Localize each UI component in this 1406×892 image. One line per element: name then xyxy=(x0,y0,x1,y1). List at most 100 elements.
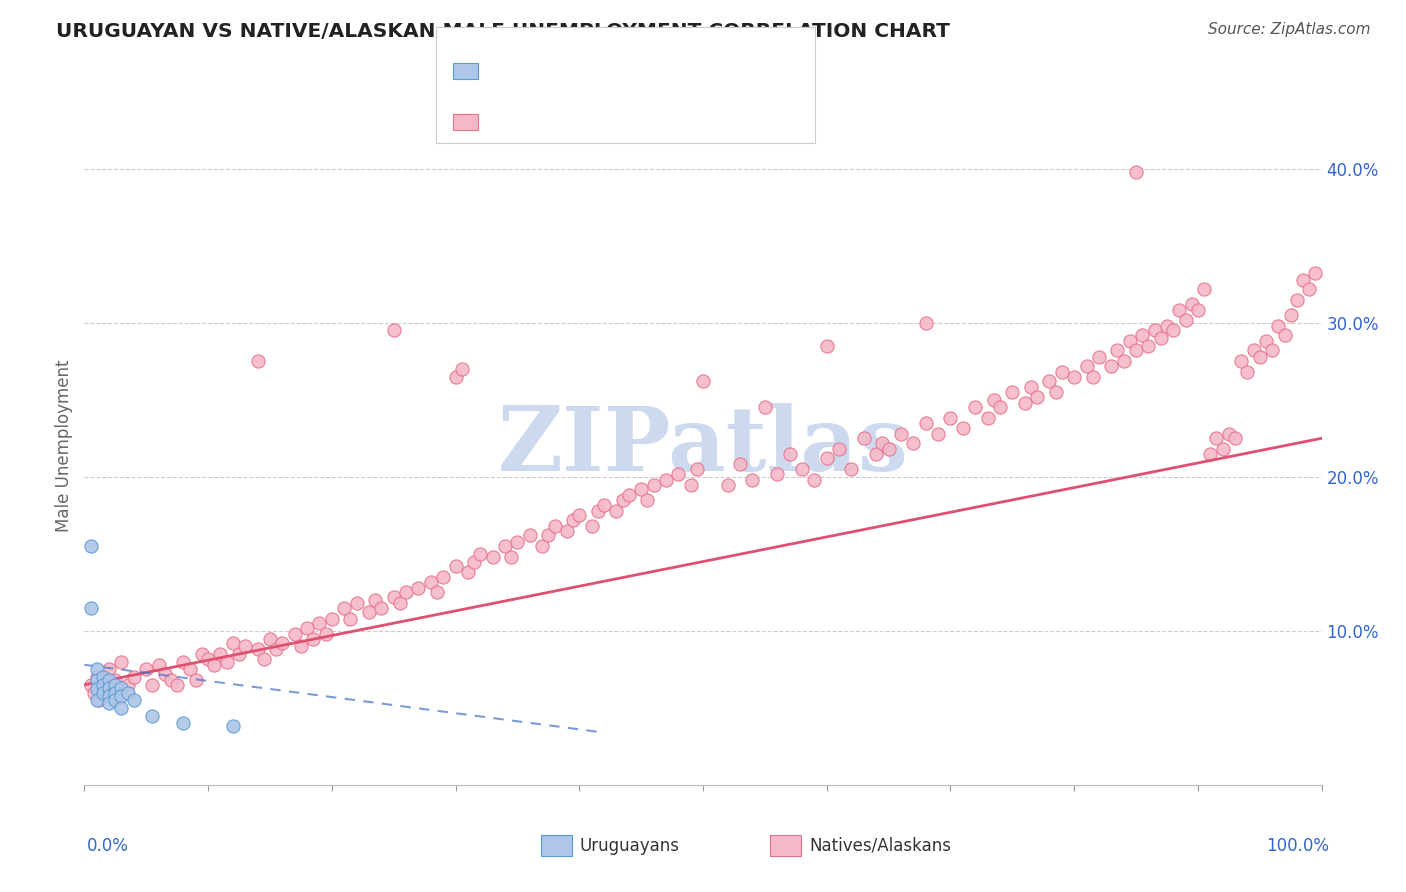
Point xyxy=(117,685,139,699)
Point xyxy=(1261,343,1284,358)
Point xyxy=(501,549,523,564)
Point xyxy=(1026,390,1049,404)
Point xyxy=(1212,442,1234,456)
Point xyxy=(568,508,591,523)
Point xyxy=(86,682,108,697)
Point xyxy=(148,657,170,672)
Point xyxy=(815,339,838,353)
Point xyxy=(1076,359,1098,373)
Point xyxy=(790,462,813,476)
Point xyxy=(1174,312,1197,326)
Point xyxy=(172,716,194,731)
Point xyxy=(104,678,127,692)
Point xyxy=(952,420,974,434)
Point xyxy=(172,655,194,669)
Point xyxy=(914,416,936,430)
Point xyxy=(295,621,318,635)
Point xyxy=(98,673,121,688)
Point xyxy=(543,519,565,533)
Point xyxy=(1230,354,1253,368)
Point xyxy=(1249,350,1271,364)
Point xyxy=(1143,323,1166,337)
Point xyxy=(259,632,281,646)
Point xyxy=(1292,272,1315,286)
Point xyxy=(1088,350,1111,364)
Point xyxy=(1181,297,1204,311)
Point xyxy=(686,462,709,476)
Point xyxy=(444,369,467,384)
Point xyxy=(1119,334,1142,349)
Point xyxy=(308,616,330,631)
Point xyxy=(426,585,449,599)
Point xyxy=(965,401,987,415)
Point xyxy=(1045,385,1067,400)
Point xyxy=(914,316,936,330)
Point xyxy=(284,627,307,641)
Point xyxy=(91,678,114,692)
Point xyxy=(815,451,838,466)
Point xyxy=(89,693,111,707)
Point xyxy=(1305,267,1327,281)
Point xyxy=(160,673,183,688)
Point xyxy=(617,488,640,502)
Point xyxy=(741,473,763,487)
Point xyxy=(246,642,269,657)
Point xyxy=(191,647,214,661)
Point xyxy=(1187,303,1209,318)
Point xyxy=(679,477,702,491)
Text: N =: N = xyxy=(616,62,655,79)
Point xyxy=(233,640,256,654)
Point xyxy=(98,689,121,703)
Point xyxy=(166,678,188,692)
Point xyxy=(1001,385,1024,400)
Point xyxy=(222,636,245,650)
Point xyxy=(1038,374,1060,388)
Point xyxy=(91,670,114,684)
Point xyxy=(890,426,912,441)
Point xyxy=(357,606,380,620)
Point xyxy=(264,642,287,657)
Point xyxy=(382,590,405,604)
Point xyxy=(79,600,101,615)
Point xyxy=(531,539,554,553)
Point xyxy=(519,528,541,542)
Point xyxy=(593,498,616,512)
Point xyxy=(395,585,418,599)
Text: 100.0%: 100.0% xyxy=(1265,837,1329,855)
Point xyxy=(110,681,132,695)
Point xyxy=(1298,282,1320,296)
Point xyxy=(1112,354,1135,368)
Text: Uruguayans: Uruguayans xyxy=(579,837,679,855)
Point xyxy=(215,655,238,669)
Point xyxy=(1050,365,1073,379)
Point xyxy=(141,678,163,692)
Point xyxy=(98,662,121,676)
Point xyxy=(246,354,269,368)
Point xyxy=(86,670,108,684)
Text: R =: R = xyxy=(489,113,527,131)
Point xyxy=(537,528,560,542)
Point xyxy=(209,647,232,661)
Point xyxy=(612,492,634,507)
Point xyxy=(202,657,225,672)
Point xyxy=(117,678,139,692)
Point xyxy=(86,673,108,688)
Point xyxy=(141,708,163,723)
Point xyxy=(339,611,361,625)
Point xyxy=(630,482,652,496)
Point xyxy=(79,539,101,553)
Point xyxy=(1014,396,1036,410)
Point xyxy=(86,662,108,676)
Point xyxy=(692,374,714,388)
Point xyxy=(1161,323,1184,337)
Point xyxy=(122,693,145,707)
Point xyxy=(872,436,894,450)
Text: R =: R = xyxy=(489,62,527,79)
Point xyxy=(865,447,887,461)
Point xyxy=(370,600,392,615)
Point xyxy=(655,473,678,487)
Point xyxy=(1205,431,1227,445)
Point xyxy=(110,655,132,669)
Point xyxy=(110,689,132,703)
Point xyxy=(754,401,776,415)
